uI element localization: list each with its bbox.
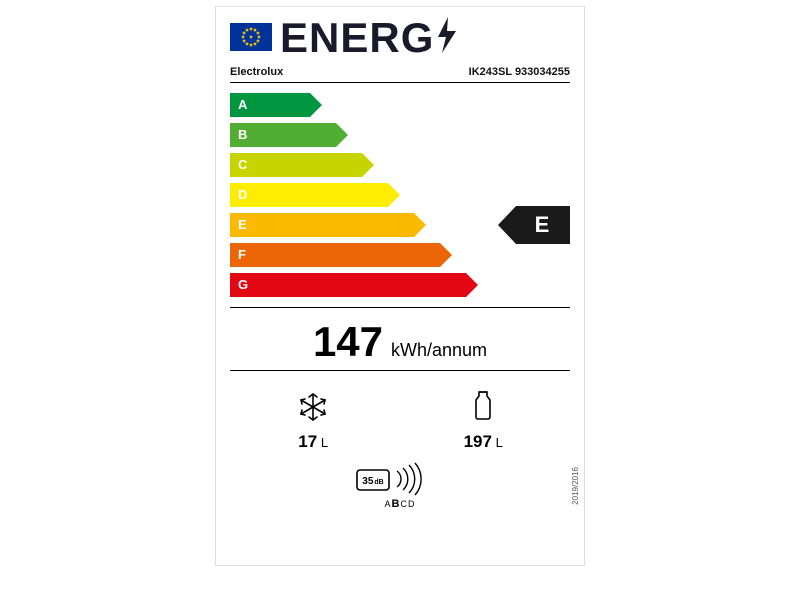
divider	[230, 370, 570, 371]
divider	[230, 307, 570, 308]
efficiency-band-f: F	[230, 243, 452, 267]
consumption: 147 kWh/annum	[230, 318, 570, 366]
lightning-icon	[434, 15, 460, 60]
efficiency-band-g: G	[230, 273, 478, 297]
freezer-section: 17 L	[297, 391, 329, 452]
efficiency-band-d: D	[230, 183, 400, 207]
regulation-number: 2019/2016	[571, 467, 580, 505]
rating-pointer: E	[498, 206, 570, 244]
divider	[230, 82, 570, 83]
model-number: IK243SL 933034255	[469, 66, 570, 78]
snowflake-icon	[297, 391, 329, 428]
energy-word-text: ENERG	[280, 19, 434, 57]
noise-icon: 35dB	[355, 462, 445, 496]
bottle-icon	[471, 389, 495, 428]
freezer-value: 17 L	[298, 432, 328, 452]
consumption-value: 147	[313, 318, 383, 366]
efficiency-band-b: B	[230, 123, 348, 147]
fridge-section: 197 L	[464, 389, 503, 452]
efficiency-band-a: A	[230, 93, 322, 117]
compartments-row: 17 L 197 L	[230, 389, 570, 452]
fridge-value: 197 L	[464, 432, 503, 452]
efficiency-scale: ABCDEFGE	[230, 93, 570, 303]
efficiency-band-c: C	[230, 153, 374, 177]
noise-classes: ABCD	[385, 498, 416, 510]
energy-label: ENERG Electrolux IK243SL 933034255 ABCDE…	[215, 6, 585, 566]
energy-word: ENERG	[280, 15, 460, 60]
consumption-unit: kWh/annum	[391, 340, 487, 361]
svg-text:35dB: 35dB	[362, 476, 383, 487]
header: ENERG	[230, 15, 570, 60]
brand-row: Electrolux IK243SL 933034255	[230, 66, 570, 78]
eu-flag-icon	[230, 23, 272, 51]
brand-name: Electrolux	[230, 66, 283, 78]
svg-text:E: E	[535, 212, 550, 237]
efficiency-band-e: E	[230, 213, 426, 237]
noise-section: 35dB ABCD	[230, 462, 570, 510]
